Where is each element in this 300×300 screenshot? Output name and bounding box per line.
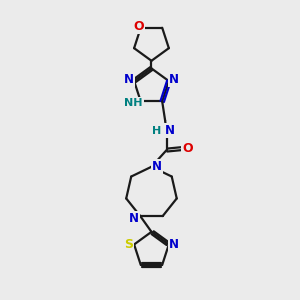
Text: H: H bbox=[152, 126, 161, 136]
Text: NH: NH bbox=[124, 98, 142, 108]
Text: N: N bbox=[169, 238, 179, 251]
Text: N: N bbox=[169, 73, 179, 86]
Text: N: N bbox=[152, 160, 162, 173]
Text: O: O bbox=[133, 20, 144, 33]
Text: N: N bbox=[165, 124, 175, 137]
Text: O: O bbox=[182, 142, 193, 155]
Text: N: N bbox=[124, 73, 134, 86]
Text: S: S bbox=[124, 238, 133, 251]
Text: N: N bbox=[129, 212, 139, 225]
